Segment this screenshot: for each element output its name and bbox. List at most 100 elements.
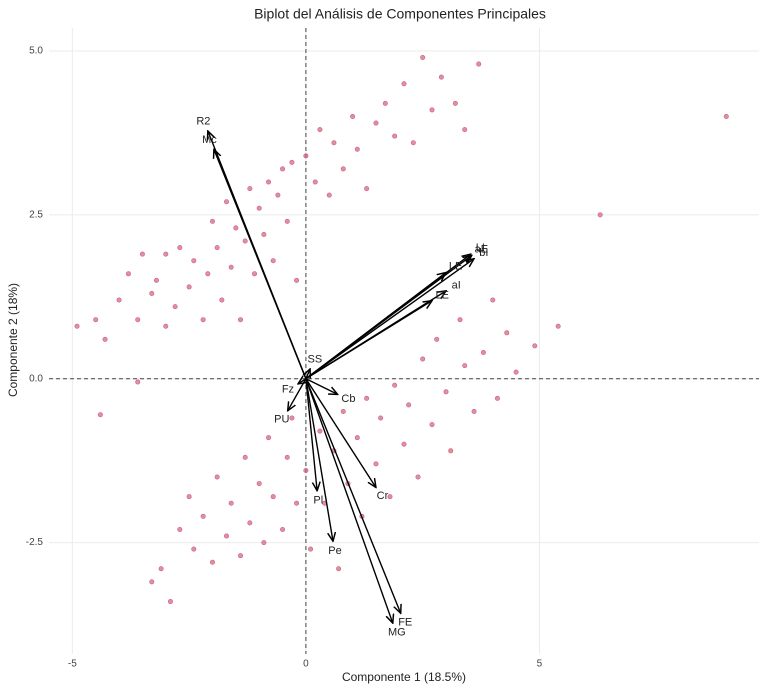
x-tick-label: 0 — [303, 659, 309, 670]
point — [354, 146, 360, 152]
point — [434, 336, 440, 342]
arrow-label: FE — [398, 617, 412, 629]
point — [415, 474, 421, 480]
point — [373, 120, 379, 126]
point — [462, 127, 468, 133]
point — [340, 166, 346, 172]
arrow-label: aE — [475, 243, 488, 255]
point — [532, 343, 538, 349]
point — [209, 218, 215, 224]
arrow-label: MG — [388, 627, 406, 639]
point — [191, 258, 197, 264]
point — [284, 454, 290, 460]
loading-arrow — [214, 149, 307, 379]
point — [280, 166, 286, 172]
point — [270, 494, 276, 500]
point — [336, 566, 342, 572]
point — [209, 559, 215, 565]
point — [205, 271, 211, 277]
loading-arrow — [305, 378, 393, 624]
point — [317, 428, 323, 434]
loading-arrow — [305, 259, 474, 380]
loading-arrow — [305, 378, 401, 614]
point — [382, 100, 388, 106]
point — [177, 526, 183, 532]
arrow-label: Fz — [282, 383, 294, 395]
point — [247, 186, 253, 192]
point — [284, 218, 290, 224]
point — [597, 212, 603, 218]
point — [233, 225, 239, 231]
point — [153, 277, 159, 283]
point — [387, 494, 393, 500]
point — [191, 546, 197, 552]
point — [97, 412, 103, 418]
point — [340, 408, 346, 414]
point — [457, 317, 463, 323]
point — [214, 474, 220, 480]
point — [256, 481, 262, 487]
point — [275, 192, 281, 198]
point — [135, 379, 141, 385]
x-axis-label: Componente 1 (18.5%) — [342, 670, 466, 684]
point — [490, 297, 496, 303]
point — [448, 448, 454, 454]
loading-arrow — [305, 378, 317, 491]
point — [266, 435, 272, 441]
x-tick-label: -5 — [68, 659, 77, 670]
point — [476, 61, 482, 67]
point — [303, 467, 309, 473]
point — [242, 238, 248, 244]
point — [364, 186, 370, 192]
point — [167, 599, 173, 605]
loading-arrow — [288, 378, 307, 411]
point — [158, 566, 164, 572]
point — [331, 140, 337, 146]
point — [401, 441, 407, 447]
point — [480, 349, 486, 355]
point — [102, 336, 108, 342]
point — [555, 323, 561, 329]
point — [74, 323, 80, 329]
point — [294, 277, 300, 283]
point — [471, 408, 477, 414]
point — [303, 153, 309, 159]
point — [280, 526, 286, 532]
point — [462, 363, 468, 369]
point — [438, 74, 444, 80]
arrow-label: bI — [479, 247, 488, 259]
point — [238, 317, 244, 323]
point — [289, 415, 295, 421]
point — [224, 199, 230, 205]
point — [392, 133, 398, 139]
y-axis-label: Componente 2 (18%) — [6, 283, 20, 397]
point — [135, 317, 141, 323]
point — [429, 107, 435, 113]
point — [494, 395, 500, 401]
point — [294, 500, 300, 506]
point — [139, 251, 145, 257]
point — [163, 323, 169, 329]
point — [373, 461, 379, 467]
point — [312, 179, 318, 185]
point — [200, 317, 206, 323]
loading-arrow — [305, 378, 333, 542]
point — [723, 113, 729, 119]
point — [256, 205, 262, 211]
chart-title: Biplot del Análisis de Componentes Princ… — [254, 6, 546, 22]
arrow-label: PU — [274, 413, 289, 425]
point — [261, 540, 267, 546]
arrow-label: Pl — [313, 495, 323, 507]
point — [163, 251, 169, 257]
point — [214, 245, 220, 251]
point — [228, 500, 234, 506]
point — [378, 415, 384, 421]
point — [420, 54, 426, 60]
point — [125, 271, 131, 277]
arrow-label: Cr — [377, 490, 389, 502]
arrow-label: aI — [452, 279, 461, 291]
point — [289, 159, 295, 165]
point — [266, 179, 272, 185]
point — [252, 271, 258, 277]
